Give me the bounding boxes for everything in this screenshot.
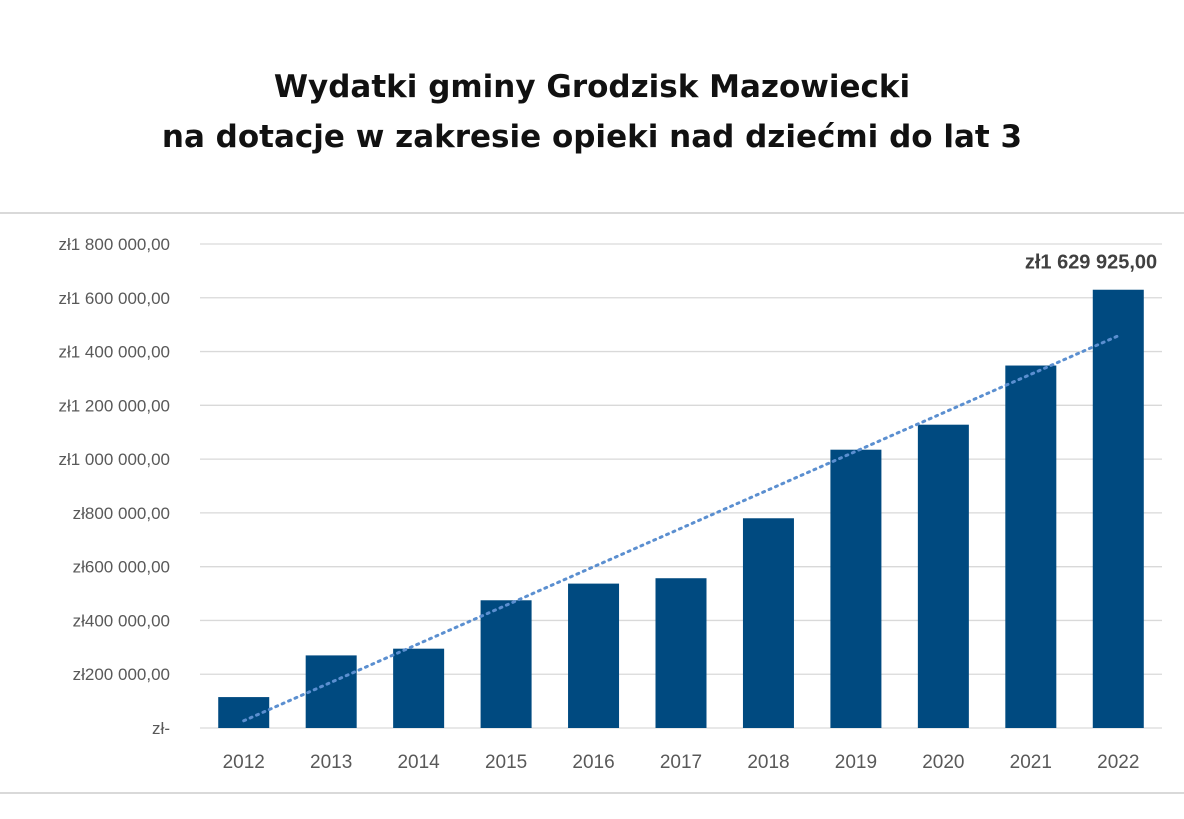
bar <box>830 449 882 728</box>
y-tick-label: zł400 000,00 <box>73 611 170 630</box>
y-tick-label: zł600 000,00 <box>73 558 170 577</box>
bar <box>393 648 445 728</box>
bar <box>568 583 620 728</box>
x-tick-label: 2014 <box>397 752 440 773</box>
y-tick-label: zł1 000 000,00 <box>58 450 170 469</box>
y-axis-tick-labels: zł-zł200 000,00 zł400 000,00 zł600 000,00 z… <box>58 235 170 738</box>
bar <box>742 518 794 728</box>
y-tick-label: zł1 600 000,00 <box>58 289 170 308</box>
bar <box>917 424 969 728</box>
data-label: zł1 629 925,00 <box>1025 252 1157 274</box>
bar <box>1005 365 1057 728</box>
chart-title-line-1: Wydatki gminy Grodzisk Mazowiecki <box>273 69 911 105</box>
bar <box>305 655 357 728</box>
data-labels: zł1 629 925,00 <box>1025 252 1157 274</box>
chart-title: Wydatki gminy Grodzisk Mazowiecki na dot… <box>0 62 1184 162</box>
bars <box>218 289 1144 728</box>
bar <box>655 578 707 728</box>
x-tick-label: 2013 <box>310 752 352 773</box>
trendline <box>242 334 1120 723</box>
y-tick-label: zł1 200 000,00 <box>58 396 170 415</box>
bar <box>218 697 270 728</box>
x-tick-label: 2017 <box>660 752 702 773</box>
x-tick-label: 2019 <box>835 752 877 773</box>
trendline-path <box>242 334 1120 723</box>
y-tick-label: zł200 000,00 <box>73 665 170 684</box>
x-tick-label: 2021 <box>1010 752 1052 773</box>
x-axis-tick-labels: 2012 2013 2014 2015 2016 2017 2018 2019 2020 2021… <box>223 752 1140 773</box>
x-tick-label: 2016 <box>572 752 614 773</box>
y-tick-label: zł1 400 000,00 <box>58 343 170 362</box>
chart-frame <box>0 212 1184 794</box>
x-tick-label: 2018 <box>747 752 789 773</box>
chart-title-line-2: na dotacje w zakresie opieki nad dziećmi… <box>161 119 1023 155</box>
x-tick-label: 2012 <box>223 752 265 773</box>
y-tick-label: zł800 000,00 <box>73 504 170 523</box>
gridlines <box>200 243 1162 729</box>
x-tick-label: 2015 <box>485 752 527 773</box>
x-tick-label: 2020 <box>922 752 964 773</box>
x-tick-label: 2022 <box>1097 752 1139 773</box>
y-tick-label: zł- <box>152 719 170 738</box>
bar <box>1092 289 1144 728</box>
bar <box>480 600 532 728</box>
y-tick-label: zł1 800 000,00 <box>58 235 170 254</box>
